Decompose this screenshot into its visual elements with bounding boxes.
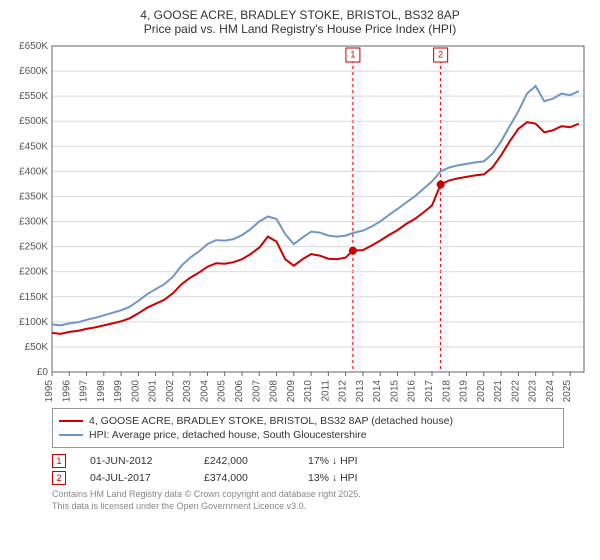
svg-text:2000: 2000 — [130, 380, 141, 402]
svg-text:2025: 2025 — [562, 380, 573, 402]
event-date: 04-JUL-2017 — [90, 472, 180, 484]
svg-text:1998: 1998 — [96, 380, 107, 402]
svg-text:2005: 2005 — [217, 380, 228, 402]
svg-text:2014: 2014 — [372, 380, 383, 402]
svg-text:1997: 1997 — [79, 380, 90, 402]
svg-text:2011: 2011 — [320, 380, 331, 402]
svg-text:2012: 2012 — [338, 380, 349, 402]
svg-text:2023: 2023 — [528, 380, 539, 402]
legend-swatch — [59, 434, 83, 436]
event-diff: 13% ↓ HPI — [308, 472, 398, 484]
svg-text:£500K: £500K — [19, 116, 48, 127]
legend-item: 4, GOOSE ACRE, BRADLEY STOKE, BRISTOL, B… — [59, 415, 557, 427]
svg-text:2020: 2020 — [476, 380, 487, 402]
footer-line: This data is licensed under the Open Gov… — [52, 501, 564, 513]
svg-text:2003: 2003 — [182, 380, 193, 402]
event-row: 2 04-JUL-2017 £374,000 13% ↓ HPI — [52, 471, 564, 485]
svg-text:2: 2 — [438, 49, 443, 59]
svg-text:2007: 2007 — [251, 380, 262, 402]
title-line-2: Price paid vs. HM Land Registry's House … — [10, 22, 590, 36]
footer-line: Contains HM Land Registry data © Crown c… — [52, 489, 564, 501]
svg-text:2021: 2021 — [493, 380, 504, 402]
svg-text:£600K: £600K — [19, 66, 48, 77]
svg-text:1: 1 — [350, 49, 355, 59]
svg-text:£400K: £400K — [19, 166, 48, 177]
legend: 4, GOOSE ACRE, BRADLEY STOKE, BRISTOL, B… — [52, 408, 564, 448]
event-marker-icon: 2 — [52, 471, 66, 485]
svg-text:£250K: £250K — [19, 242, 48, 253]
chart-plot-area: £0 £50K £100K £150K £200K £250K £300K £350K £400… — [10, 42, 590, 402]
event-diff: 17% ↓ HPI — [308, 455, 398, 467]
legend-item: HPI: Average price, detached house, Sout… — [59, 429, 557, 441]
svg-text:£200K: £200K — [19, 267, 48, 278]
legend-swatch — [59, 420, 83, 422]
svg-text:2001: 2001 — [148, 380, 159, 402]
event-date: 01-JUN-2012 — [90, 455, 180, 467]
svg-text:2017: 2017 — [424, 380, 435, 402]
svg-text:£50K: £50K — [25, 342, 49, 353]
svg-text:1999: 1999 — [113, 380, 124, 402]
footer-attribution: Contains HM Land Registry data © Crown c… — [52, 489, 564, 512]
svg-text:2004: 2004 — [199, 380, 210, 402]
svg-text:£350K: £350K — [19, 191, 48, 202]
svg-text:£150K: £150K — [19, 292, 48, 303]
svg-text:2016: 2016 — [407, 380, 418, 402]
svg-text:£300K: £300K — [19, 217, 48, 228]
svg-text:2022: 2022 — [510, 380, 521, 402]
svg-text:£100K: £100K — [19, 317, 48, 328]
event-price: £374,000 — [204, 472, 284, 484]
svg-text:£650K: £650K — [19, 42, 48, 52]
svg-text:2009: 2009 — [286, 380, 297, 402]
event-row: 1 01-JUN-2012 £242,000 17% ↓ HPI — [52, 454, 564, 468]
chart-container: { "title": { "line1": "4, GOOSE ACRE, BR… — [0, 0, 600, 560]
svg-text:2008: 2008 — [269, 380, 280, 402]
svg-text:2002: 2002 — [165, 380, 176, 402]
event-price: £242,000 — [204, 455, 284, 467]
svg-text:2018: 2018 — [441, 380, 452, 402]
svg-text:2024: 2024 — [545, 380, 556, 402]
events-table: 1 01-JUN-2012 £242,000 17% ↓ HPI 2 04-JU… — [52, 454, 564, 485]
line-chart-svg: £0 £50K £100K £150K £200K £250K £300K £350K £400… — [10, 42, 590, 402]
svg-text:2010: 2010 — [303, 380, 314, 402]
svg-text:2006: 2006 — [234, 380, 245, 402]
legend-label: HPI: Average price, detached house, Sout… — [89, 429, 367, 441]
legend-label: 4, GOOSE ACRE, BRADLEY STOKE, BRISTOL, B… — [89, 415, 453, 427]
svg-text:£450K: £450K — [19, 141, 48, 152]
svg-text:2019: 2019 — [459, 380, 470, 402]
svg-text:2013: 2013 — [355, 380, 366, 402]
svg-text:£550K: £550K — [19, 91, 48, 102]
svg-text:2015: 2015 — [389, 380, 400, 402]
svg-text:1996: 1996 — [61, 380, 72, 402]
svg-text:£0: £0 — [37, 367, 49, 378]
title-line-1: 4, GOOSE ACRE, BRADLEY STOKE, BRISTOL, B… — [10, 8, 590, 22]
svg-text:1995: 1995 — [44, 380, 55, 402]
chart-title: 4, GOOSE ACRE, BRADLEY STOKE, BRISTOL, B… — [10, 8, 590, 36]
event-marker-icon: 1 — [52, 454, 66, 468]
